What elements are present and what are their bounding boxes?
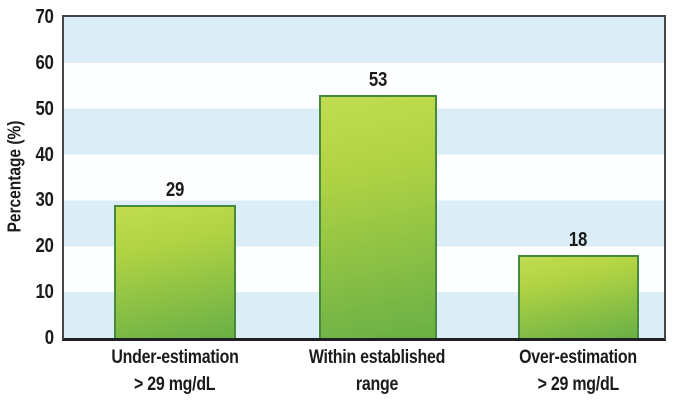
bar-value-label: 18 xyxy=(569,229,588,252)
y-tick-label: 70 xyxy=(35,6,54,28)
category-label-line: range xyxy=(356,374,399,395)
y-tick-label: 20 xyxy=(35,235,54,258)
plot-area: 29 53 18 xyxy=(62,15,666,341)
category-label-line: > 29 mg/dL xyxy=(134,374,216,395)
category-label: Over-estimation > 29 mg/dL xyxy=(508,344,648,398)
bar-value-label: 53 xyxy=(368,68,387,91)
category-label-line: Within established xyxy=(309,347,446,368)
y-tick-label: 0 xyxy=(44,327,54,349)
y-tick-label: 10 xyxy=(35,281,54,304)
y-axis-ticks: 0 10 20 30 40 50 60 70 xyxy=(28,7,56,348)
category-label-line: Under-estimation xyxy=(111,347,239,368)
category-label-line: > 29 mg/dL xyxy=(537,374,620,395)
y-tick-label: 60 xyxy=(35,51,54,74)
y-tick-label: 30 xyxy=(35,189,54,212)
bar-3 xyxy=(517,255,639,338)
bar-value-label: 29 xyxy=(165,179,185,202)
bar-2 xyxy=(319,94,437,338)
y-tick-label: 50 xyxy=(35,97,54,120)
bar-1 xyxy=(114,205,236,338)
y-tick-label: 40 xyxy=(35,143,54,166)
y-axis-title-text: Percentage (%) xyxy=(4,120,25,233)
category-label: Under-estimation > 29 mg/dL xyxy=(99,344,250,398)
category-label: Within established range xyxy=(296,344,458,398)
category-label-line: Over-estimation xyxy=(519,347,638,368)
x-axis-labels: Under-estimation > 29 mg/dL Within establi… xyxy=(62,344,666,403)
